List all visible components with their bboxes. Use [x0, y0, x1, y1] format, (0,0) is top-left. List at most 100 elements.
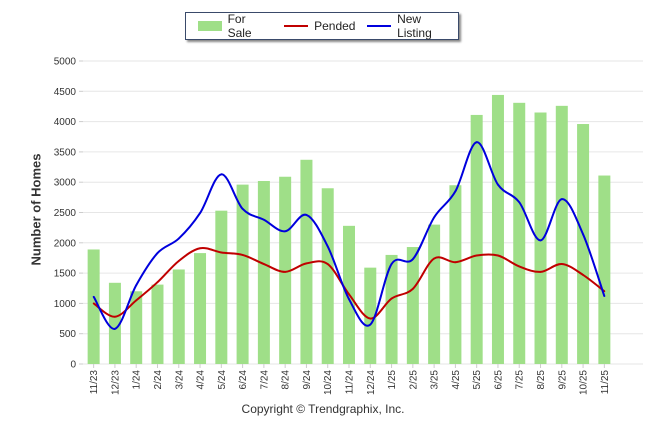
copyright-text: Copyright © Trendgraphix, Inc. — [241, 402, 405, 416]
x-tick-label: 6/24 — [238, 370, 249, 390]
point-new-listing — [348, 298, 350, 301]
point-pended — [135, 299, 138, 302]
point-pended — [220, 251, 223, 254]
legend-swatch-for-sale — [198, 21, 222, 31]
point-pended — [326, 263, 329, 265]
point-pended — [92, 302, 95, 305]
x-tick-label: 3/24 — [174, 370, 185, 390]
bar-for-sale — [364, 267, 377, 364]
x-tick-label: 7/24 — [259, 370, 270, 390]
bar-for-sale — [300, 159, 313, 364]
point-new-listing — [411, 258, 414, 261]
legend-item-pended: Pended — [284, 19, 355, 33]
x-tick-label: 9/24 — [302, 370, 313, 390]
point-pended — [390, 297, 393, 300]
y-tick-label: 5000 — [54, 57, 77, 68]
bar-for-sale — [321, 188, 334, 364]
bar-for-sale — [577, 124, 590, 364]
point-pended — [433, 257, 436, 260]
bar-for-sale — [513, 102, 526, 365]
point-new-listing — [603, 295, 606, 298]
y-tick-label: 2000 — [54, 238, 77, 249]
bar-for-sale — [215, 210, 228, 364]
point-pended — [475, 254, 478, 257]
point-new-listing — [241, 207, 244, 210]
legend-label-new-listing: New Listing — [397, 12, 432, 40]
point-pended — [262, 263, 265, 265]
x-tick-label: 6/25 — [493, 370, 504, 390]
point-new-listing — [369, 323, 372, 326]
bar-for-sale — [257, 180, 270, 364]
point-pended — [518, 265, 521, 268]
y-tick-label: 500 — [59, 329, 76, 340]
point-new-listing — [433, 216, 436, 219]
point-new-listing — [92, 295, 95, 298]
x-tick-label: 11/24 — [345, 370, 356, 395]
point-new-listing — [582, 233, 584, 236]
bar-for-sale — [406, 247, 419, 364]
y-tick-label: 3000 — [54, 178, 77, 189]
x-tick-label: 8/24 — [281, 370, 292, 390]
bar-for-sale — [151, 284, 164, 364]
bar-for-sale — [172, 269, 185, 364]
legend-swatch-new-listing — [367, 25, 392, 27]
legend-item-for-sale: For Sale — [198, 12, 272, 40]
point-pended — [305, 262, 308, 265]
y-tick-label: 3500 — [54, 147, 77, 158]
y-tick-label: 1000 — [54, 299, 77, 310]
point-new-listing — [177, 237, 180, 240]
point-pended — [241, 254, 244, 256]
point-new-listing — [454, 190, 457, 193]
point-new-listing — [114, 327, 116, 330]
bar-for-sale — [598, 175, 611, 364]
point-new-listing — [497, 183, 499, 186]
x-tick-label: 5/24 — [217, 370, 228, 390]
y-tick-label: 0 — [70, 360, 76, 371]
point-pended — [539, 270, 542, 273]
chart-legend: For Sale Pended New Listing — [185, 12, 459, 40]
bar-for-sale — [491, 94, 504, 364]
x-tick-label: 2/25 — [408, 370, 419, 390]
point-new-listing — [220, 173, 223, 176]
y-tick-label: 4500 — [54, 87, 77, 98]
y-tick-label: 2500 — [54, 208, 77, 219]
x-tick-label: 12/24 — [366, 370, 377, 395]
x-tick-label: 10/24 — [323, 370, 334, 395]
x-tick-label: 1/24 — [132, 370, 143, 390]
point-new-listing — [262, 218, 265, 221]
point-pended — [114, 315, 116, 318]
point-new-listing — [305, 214, 308, 216]
x-tick-label: 4/25 — [451, 370, 462, 390]
point-new-listing — [284, 230, 287, 233]
point-pended — [582, 274, 584, 276]
bar-for-sale — [555, 105, 568, 365]
point-new-listing — [390, 263, 393, 265]
point-new-listing — [560, 198, 563, 201]
point-new-listing — [156, 252, 159, 255]
bar-for-sale — [108, 282, 121, 364]
point-pended — [284, 270, 287, 273]
point-new-listing — [539, 239, 542, 242]
legend-swatch-pended — [284, 25, 309, 27]
bar-for-sale — [130, 291, 143, 364]
x-tick-label: 11/25 — [600, 370, 611, 395]
x-tick-label: 12/23 — [110, 370, 121, 395]
point-pended — [497, 254, 499, 257]
x-tick-label: 3/25 — [430, 370, 441, 390]
x-tick-label: 5/25 — [472, 370, 483, 390]
point-pended — [156, 281, 159, 284]
bar-for-sale — [279, 176, 292, 364]
bar-for-sale — [449, 185, 462, 364]
bar-for-sale — [236, 184, 249, 364]
x-tick-label: 2/24 — [153, 370, 164, 390]
bar-for-sale — [428, 224, 441, 364]
bar-for-sale — [87, 249, 100, 364]
point-new-listing — [135, 284, 138, 287]
bar-for-sale — [385, 254, 398, 364]
point-pended — [199, 247, 201, 250]
x-tick-label: 8/25 — [536, 370, 547, 390]
bar-for-sale — [534, 112, 547, 364]
point-pended — [177, 260, 180, 262]
x-tick-label: 11/23 — [89, 370, 100, 395]
